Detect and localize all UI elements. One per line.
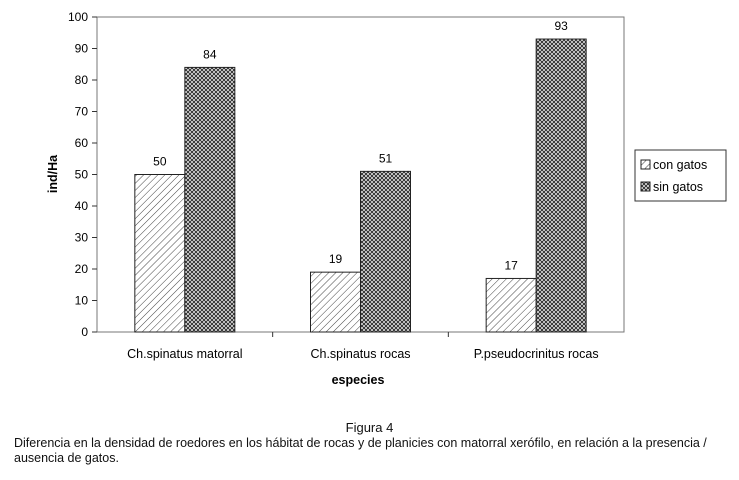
data-label: 93 bbox=[554, 19, 568, 33]
bar-con-gatos bbox=[310, 271, 361, 333]
y-tick-label: 40 bbox=[75, 199, 89, 213]
bar-sin-gatos bbox=[184, 66, 236, 333]
data-label: 19 bbox=[329, 252, 343, 266]
legend-swatch-sin-gatos bbox=[640, 181, 651, 192]
legend: con gatos sin gatos bbox=[634, 149, 727, 202]
x-tick-label: Ch.spinatus rocas bbox=[310, 347, 410, 361]
legend-label-sin-gatos: sin gatos bbox=[653, 180, 703, 194]
data-label: 51 bbox=[379, 151, 393, 165]
y-tick-label: 30 bbox=[75, 231, 89, 245]
data-labels: 50 84 19 51 17 93 bbox=[153, 19, 568, 272]
legend-swatch-con-gatos bbox=[640, 159, 651, 170]
y-axis-title: ind/Ha bbox=[46, 154, 60, 193]
data-label: 17 bbox=[504, 258, 518, 272]
x-axis: Ch.spinatus matorral Ch.spinatus rocas P.p… bbox=[127, 332, 599, 361]
y-tick-label: 80 bbox=[75, 73, 89, 87]
y-tick-label: 60 bbox=[75, 136, 89, 150]
bar-chart: 0 10 20 30 40 50 60 70 80 90 100 50 84 19 51 17 93 Ch.s… bbox=[46, 10, 727, 387]
bar-con-gatos bbox=[485, 277, 537, 333]
y-tick-label: 70 bbox=[75, 105, 89, 119]
bar-sin-gatos bbox=[535, 38, 587, 333]
data-label: 50 bbox=[153, 155, 167, 169]
figure-caption: Diferencia en la densidad de roedores en… bbox=[14, 436, 707, 465]
y-tick-label: 90 bbox=[75, 42, 89, 56]
y-tick-label: 100 bbox=[68, 10, 88, 24]
y-tick-label: 20 bbox=[75, 262, 89, 276]
bars bbox=[134, 38, 587, 333]
data-label: 84 bbox=[203, 47, 217, 61]
bar-con-gatos bbox=[134, 174, 186, 333]
figure-title: Figura 4 bbox=[345, 420, 394, 435]
y-tick-label: 50 bbox=[75, 168, 89, 182]
y-tick-label: 10 bbox=[75, 294, 89, 308]
y-axis: 0 10 20 30 40 50 60 70 80 90 100 bbox=[68, 10, 97, 339]
legend-label-con-gatos: con gatos bbox=[653, 158, 707, 172]
y-tick-label: 0 bbox=[81, 325, 88, 339]
legend-box bbox=[634, 149, 727, 202]
x-tick-label: Ch.spinatus matorral bbox=[127, 347, 242, 361]
x-axis-title: especies bbox=[332, 373, 385, 387]
bar-sin-gatos bbox=[360, 170, 411, 333]
x-tick-label: P.pseudocrinitus rocas bbox=[474, 347, 599, 361]
